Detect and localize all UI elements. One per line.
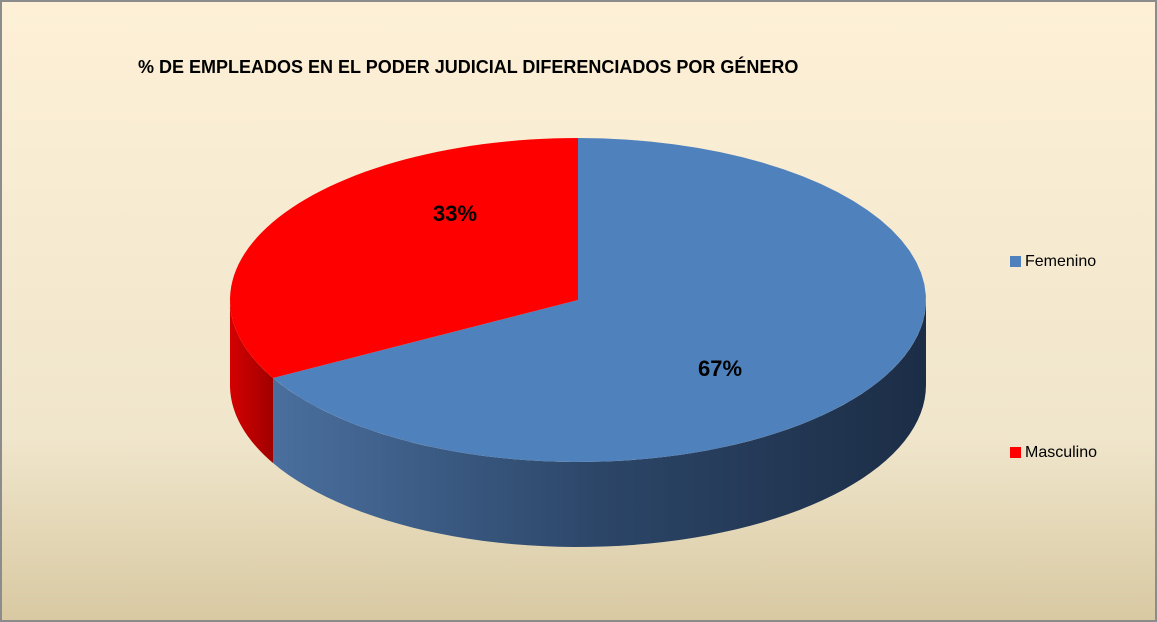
pie-slice [273, 138, 926, 547]
slice-side [273, 300, 926, 547]
data-label: 67% [698, 356, 742, 381]
legend-swatch [1010, 447, 1021, 458]
legend-label: Masculino [1025, 444, 1097, 461]
slice-side [230, 300, 274, 464]
slice-top [273, 138, 926, 462]
slice-top [230, 138, 578, 379]
legend-swatch [1010, 256, 1021, 267]
legend-label: Femenino [1025, 253, 1096, 270]
chart-title: % DE EMPLEADOS EN EL PODER JUDICIAL DIFE… [138, 56, 798, 77]
pie-slice [230, 138, 578, 464]
data-label: 33% [433, 201, 477, 226]
